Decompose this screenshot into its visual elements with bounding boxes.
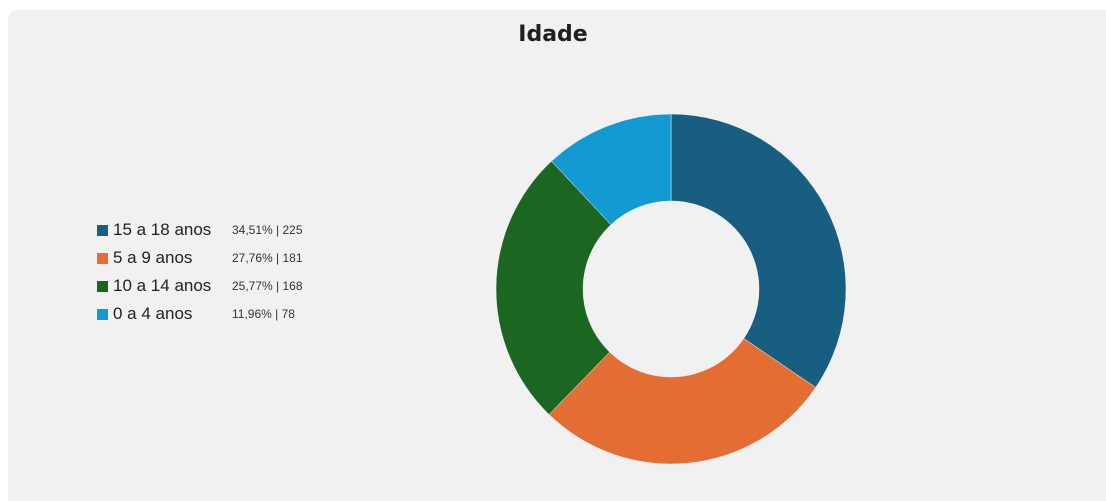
legend-value: 25,77% | 168 (232, 279, 303, 293)
legend-swatch (97, 309, 108, 320)
donut-slice-0[interactable] (670, 113, 847, 388)
legend-item-0-4[interactable]: 0 a 4 anos 11,96% | 78 (97, 303, 357, 331)
legend-label: 0 a 4 anos (113, 304, 193, 323)
legend-swatch (97, 225, 108, 236)
legend-label: 5 a 9 anos (113, 248, 193, 267)
legend-label: 10 a 14 anos (113, 276, 212, 295)
donut-slices (495, 113, 847, 465)
legend-count: 181 (282, 251, 303, 265)
legend-count: 78 (281, 307, 295, 321)
donut-slice-2[interactable] (495, 160, 612, 415)
legend-count: 225 (282, 223, 303, 237)
legend-percent: 34,51% (232, 223, 273, 237)
legend-count: 168 (282, 279, 303, 293)
legend-value: 27,76% | 181 (232, 251, 303, 265)
legend-percent: 11,96% (232, 307, 272, 321)
legend: 15 a 18 anos 34,51% | 225 5 a 9 anos 27,… (97, 219, 357, 331)
legend-item-5-9[interactable]: 5 a 9 anos 27,76% | 181 (97, 247, 357, 275)
legend-item-10-14[interactable]: 10 a 14 anos 25,77% | 168 (97, 275, 357, 303)
legend-label: 15 a 18 anos (113, 220, 212, 239)
donut-slice-3[interactable] (551, 113, 672, 226)
legend-swatch (97, 253, 108, 264)
chart-title: Idade (518, 22, 588, 47)
legend-percent: 27,76% (232, 251, 273, 265)
legend-value: 34,51% | 225 (232, 223, 303, 237)
legend-percent: 25,77% (232, 279, 273, 293)
legend-value: 11,96% | 78 (232, 307, 295, 321)
donut-slice-1[interactable] (548, 338, 817, 465)
legend-item-15-18[interactable]: 15 a 18 anos 34,51% | 225 (97, 219, 357, 247)
legend-swatch (97, 281, 108, 292)
